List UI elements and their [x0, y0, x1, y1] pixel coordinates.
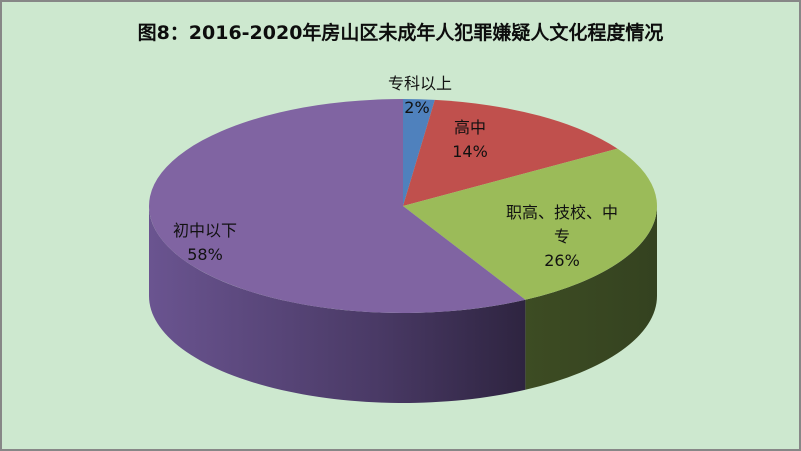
- label-value: 14%: [452, 142, 488, 161]
- label-name: 初中以下: [172, 221, 237, 240]
- slice-side-2: [525, 206, 657, 390]
- label-zhuanke: 专科以上 2%: [370, 72, 470, 120]
- label-name: 专科以上: [387, 74, 452, 93]
- label-name: 职高、技校、中: [505, 203, 618, 222]
- chart-title: 图8：2016-2020年房山区未成年人犯罪嫌疑人文化程度情况: [137, 22, 664, 44]
- slice-top-2: [403, 148, 657, 300]
- label-value: 2%: [404, 98, 430, 117]
- pie-slices: [148, 99, 657, 403]
- label-value: 26%: [544, 251, 580, 270]
- label-zhigao: 职高、技校、中 专 26%: [482, 201, 642, 273]
- slice-top-1: [403, 99, 618, 206]
- label-value: 58%: [187, 245, 223, 264]
- label-chuzhong: 初中以下 58%: [150, 219, 260, 267]
- slice-side-3: [149, 206, 526, 403]
- slice-top-0: [403, 99, 435, 206]
- label-gaozhong: 高中 14%: [430, 116, 510, 164]
- slice-top-3: [148, 99, 526, 313]
- label-name-cont: 专: [553, 227, 570, 246]
- label-name: 高中: [453, 118, 486, 137]
